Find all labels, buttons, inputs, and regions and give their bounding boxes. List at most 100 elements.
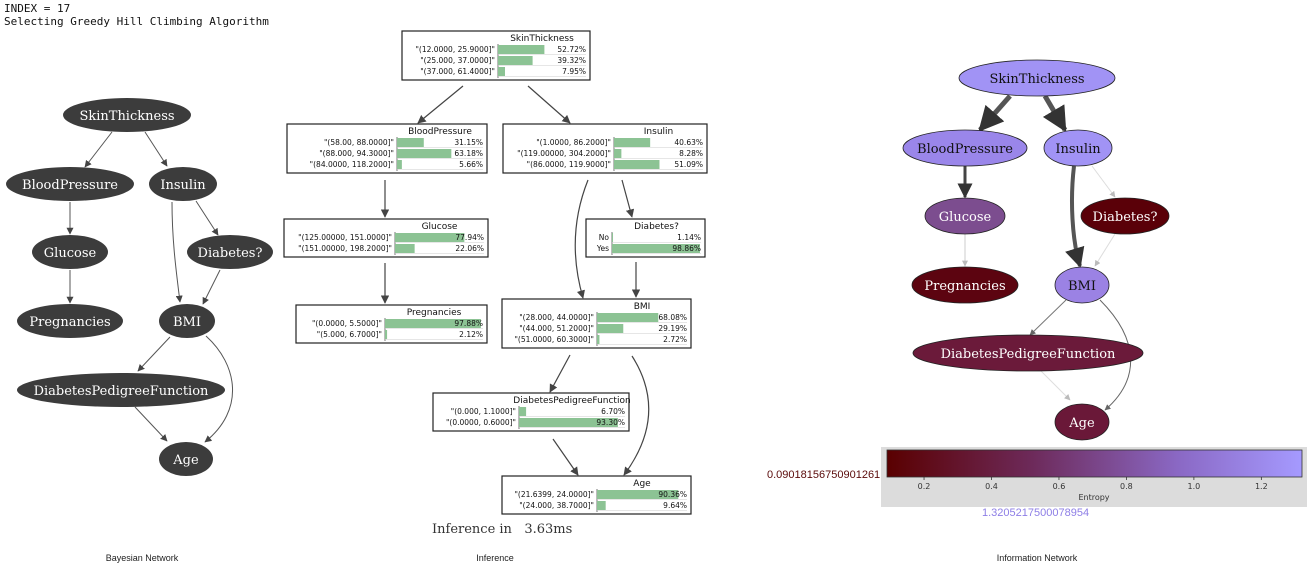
inference-prob-bar: [614, 160, 660, 169]
colorbar-label: Entropy: [1078, 493, 1109, 502]
inference-state-label: "(24.000, 38.7000]": [519, 501, 594, 510]
info-node-dpf[interactable]: DiabetesPedigreeFunction: [912, 334, 1144, 372]
inference-node-dpf[interactable]: DiabetesPedigreeFunction"(0.000, 1.1000]…: [432, 392, 631, 432]
bn-edge-ins-bmi: [171, 201, 183, 303]
inference-prob-value: 39.32%: [557, 56, 586, 65]
inference-node-dia[interactable]: Diabetes? No 1.14% Yes 98.86%: [585, 218, 706, 258]
colorbar-tick-label: 0.8: [1120, 482, 1133, 491]
inference-node-title: SkinThickness: [510, 34, 574, 44]
inference-prob-bar: [385, 330, 388, 339]
inference-prob-value: 2.72%: [663, 335, 687, 344]
info-node-dia[interactable]: Diabetes?: [1080, 197, 1170, 235]
bn-node-bloodpressure[interactable]: BloodPressure: [6, 167, 134, 201]
inference-state-label: "(12.0000, 25.9000]": [415, 45, 495, 54]
inference-node-title: Insulin: [644, 127, 673, 137]
bn-node-age[interactable]: Age: [159, 442, 213, 476]
bn-edges: [66, 131, 233, 443]
bn-node-diabetespedigreefunction[interactable]: DiabetesPedigreeFunction: [17, 373, 225, 407]
inference-state-label: "(44.000, 51.2000]": [519, 324, 594, 333]
info-node-bp[interactable]: BloodPressure: [902, 129, 1028, 167]
inference-prob-value: 2.12%: [459, 330, 483, 339]
inference-state-label: "(125.00000, 151.0000]": [298, 233, 392, 242]
inference-prob-value: 40.63%: [674, 138, 703, 147]
colorbar-max-value: 1.3205217500078954: [982, 507, 1090, 519]
inference-prob-value: 98.86%: [672, 244, 701, 253]
inference-prob-bar: [612, 233, 614, 242]
inference-prob-bar: [614, 149, 622, 158]
svg-text:Insulin: Insulin: [1055, 142, 1101, 157]
caption-bayesian-network: Bayesian Network: [105, 553, 179, 563]
svg-text:Pregnancies: Pregnancies: [924, 279, 1005, 294]
inference-state-label: "(21.6399, 24.0000]": [514, 490, 594, 499]
inference-node-title: Diabetes?: [634, 222, 679, 232]
svg-text:Glucose: Glucose: [44, 246, 97, 261]
inference-nodes: SkinThickness "(12.0000, 25.9000]" 52.72% "…: [283, 30, 708, 515]
inference-node-title: BloodPressure: [408, 127, 472, 137]
inference-prob-value: 97.88%: [454, 319, 483, 328]
inference-prob-value: 1.14%: [677, 233, 701, 242]
inference-state-label: Yes: [596, 244, 609, 253]
inf-edge-skin-bp: [417, 85, 464, 124]
info-node-bmi[interactable]: BMI: [1054, 266, 1110, 304]
inference-node-glu[interactable]: Glucose "(125.00000, 151.0000]" 77.94% "(15…: [283, 218, 489, 258]
inference-prob-bar: [498, 45, 545, 54]
inference-node-title: DiabetesPedigreeFunction: [513, 396, 630, 406]
bn-edge-ins-dia: [195, 200, 219, 236]
inference-prob-value: 9.64%: [663, 501, 687, 510]
inference-box: [401, 30, 591, 81]
inference-node-skin[interactable]: SkinThickness "(12.0000, 25.9000]" 52.72% "…: [401, 30, 591, 81]
svg-text:BloodPressure: BloodPressure: [917, 142, 1013, 157]
inference-state-label: "(151.00000, 198.2000]": [298, 244, 392, 253]
inference-node-title: Pregnancies: [407, 308, 462, 318]
svg-text:DiabetesPedigreeFunction: DiabetesPedigreeFunction: [941, 347, 1116, 362]
inference-prob-bar: [614, 138, 651, 147]
bn-node-insulin[interactable]: Insulin: [149, 167, 217, 201]
inference-prob-value: 29.19%: [658, 324, 687, 333]
info-node-preg[interactable]: Pregnancies: [911, 266, 1019, 304]
inference-node-title: BMI: [634, 302, 651, 312]
info-edge-bmi-dpf: [1029, 299, 1067, 336]
bn-edge-bmi-dpf: [137, 336, 171, 372]
inference-node-bp[interactable]: BloodPressure "(58.00, 88.0000]" 31.15% "(8…: [286, 123, 488, 174]
inference-prob-bar: [519, 407, 527, 416]
inf-edge-bmi-dpf: [549, 354, 571, 393]
inference-state-label: No: [599, 233, 610, 242]
info-node-ins[interactable]: Insulin: [1043, 129, 1113, 167]
inference-node-title: Age: [633, 479, 651, 489]
bn-node-skinthickness[interactable]: SkinThickness: [63, 98, 191, 132]
inference-prob-value: 93.30%: [596, 418, 625, 427]
inference-box: [502, 123, 708, 174]
bn-node-pregnancies[interactable]: Pregnancies: [17, 304, 123, 338]
bn-node-diabetes[interactable]: Diabetes?: [187, 235, 273, 269]
svg-text:Diabetes?: Diabetes?: [1093, 210, 1158, 225]
inference-state-label: "(37.000, 61.4000]": [420, 67, 495, 76]
inference-prob-bar: [597, 490, 679, 499]
bn-edge-bmi-age: [204, 335, 233, 443]
bn-node-bmi[interactable]: BMI: [159, 304, 215, 338]
info-node-skin[interactable]: SkinThickness: [958, 59, 1116, 97]
inference-prob-bar: [597, 313, 659, 322]
info-node-age[interactable]: Age: [1054, 403, 1110, 441]
inference-prob-value: 68.08%: [658, 313, 687, 322]
inference-prob-bar: [397, 138, 424, 147]
inference-node-bmi[interactable]: BMI "(28.000, 44.0000]" 68.08% "(44.000, 51…: [501, 298, 692, 349]
bn-nodes: SkinThickness BloodPressure Insulin Gluc…: [6, 98, 273, 476]
caption-information-network: Information Network: [996, 553, 1078, 563]
inference-edges: [380, 85, 650, 476]
inference-prob-value: 5.66%: [459, 160, 483, 169]
inference-state-label: "(1.0000, 86.2000]": [536, 138, 611, 147]
bn-edge-dpf-age: [134, 406, 168, 442]
inference-node-age[interactable]: Age "(21.6399, 24.0000]" 90.36% "(24.000, 3…: [501, 475, 692, 515]
inference-node-preg[interactable]: Pregnancies "(0.0000, 5.5000]" 97.88% "(5.0…: [295, 304, 488, 344]
colorbar-tick-label: 0.4: [985, 482, 998, 491]
info-node-glu[interactable]: Glucose: [924, 197, 1006, 235]
inf-edge-ins-bmi: [574, 179, 589, 299]
inference-prob-bar: [385, 319, 481, 328]
bn-node-glucose[interactable]: Glucose: [32, 235, 108, 269]
info-edge-skin-ins: [1042, 94, 1068, 133]
inference-node-ins[interactable]: Insulin "(1.0000, 86.2000]" 40.63% "(119.00…: [502, 123, 708, 174]
index-label: INDEX = 17: [4, 2, 71, 15]
svg-text:Diabetes?: Diabetes?: [198, 246, 263, 261]
inf-edge-bmi-age: [623, 355, 650, 476]
